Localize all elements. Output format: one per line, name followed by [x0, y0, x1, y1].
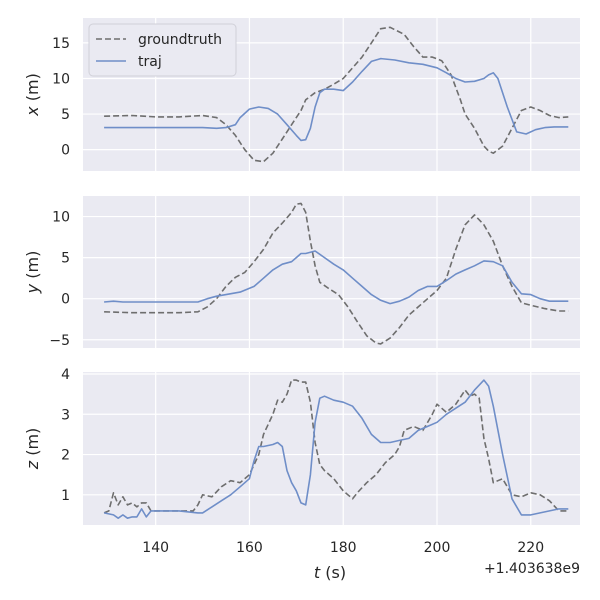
y-tick-label: 4: [61, 367, 70, 383]
x-tick-label: 200: [424, 540, 451, 556]
y-tick-label: 15: [52, 36, 70, 52]
panel-3: 1 2 3 4 z (m): [23, 367, 580, 525]
y-tick-label: 0: [61, 143, 70, 159]
x-tick-label: 140: [142, 540, 169, 556]
y-tick-label: 5: [61, 251, 70, 267]
y-tick-label: 10: [52, 210, 70, 226]
plot-background: [83, 196, 580, 348]
y-axis-label: z (m): [23, 428, 42, 471]
panels-group: 0 5 10 15 x (m) −5 0 5 10 y (m) 1 2 3 4 z (m) 140 160 180…: [23, 18, 580, 556]
y-tick-label: 2: [61, 448, 70, 464]
legend-label-groundtruth: groundtruth: [138, 32, 222, 48]
panel-1: 0 5 10 15 x (m): [23, 18, 580, 171]
x-axis-label: t (s): [314, 563, 346, 582]
series-line-traj: [104, 250, 569, 305]
panel-2: −5 0 5 10 y (m): [23, 196, 580, 349]
series-line-groundtruth: [104, 26, 569, 163]
plot-background: [83, 372, 580, 525]
legend: groundtruth traj: [88, 23, 237, 77]
y-tick-label: 5: [61, 107, 70, 123]
x-tick-label: 160: [236, 540, 263, 556]
series-line-traj: [104, 57, 569, 142]
y-tick-label: 1: [61, 488, 70, 504]
y-axis-label: x (m): [23, 73, 42, 117]
y-tick-label: 10: [52, 71, 70, 87]
series-line-traj: [103, 379, 569, 519]
legend-box: [88, 23, 237, 77]
x-axis-offset-label: +1.403638e9: [484, 561, 580, 577]
y-axis-label: y (m): [23, 251, 42, 295]
x-tick-label: 220: [517, 540, 544, 556]
y-tick-label: 0: [61, 292, 70, 308]
y-tick-label: −5: [49, 333, 70, 349]
legend-label-traj: traj: [138, 54, 162, 70]
y-tick-label: 3: [61, 407, 70, 423]
x-tick-label: 180: [330, 540, 357, 556]
